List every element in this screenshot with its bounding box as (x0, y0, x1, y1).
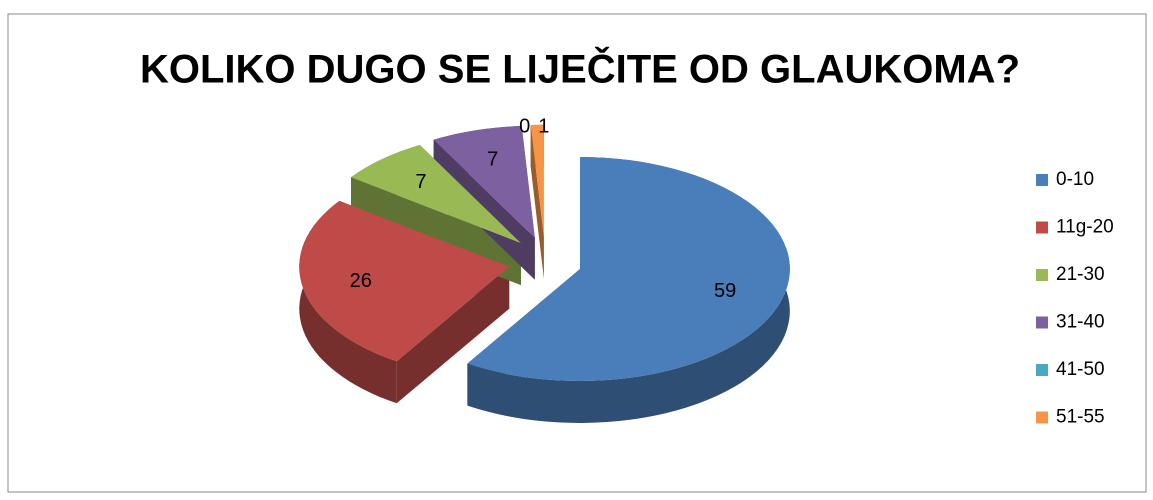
data-label: 0 (519, 115, 530, 137)
data-label: 7 (487, 149, 498, 171)
slice (351, 145, 521, 244)
legend-label: 51-55 (1056, 407, 1105, 428)
slice (530, 124, 544, 237)
slice (299, 200, 510, 362)
data-label: 1 (538, 115, 549, 137)
legend-label: 21-30 (1056, 264, 1105, 285)
legend-label: 0-10 (1056, 169, 1094, 190)
legend-label: 31-40 (1056, 312, 1105, 333)
data-label: 7 (415, 171, 426, 193)
legend-label: 41-50 (1056, 359, 1105, 380)
data-label: 59 (714, 280, 736, 302)
legend-label: 11g-20 (1056, 217, 1114, 238)
slice-side (396, 266, 510, 404)
slice (467, 157, 790, 381)
legend-swatch (1036, 221, 1048, 234)
legend-swatch (1036, 411, 1048, 424)
legend-swatch (1036, 269, 1048, 281)
legend-swatch (1036, 174, 1048, 186)
slice (433, 126, 535, 238)
chart-title: KOLIKO DUGO SE LIJEČITE OD GLAUKOMA? (140, 46, 1020, 92)
legend-swatch (1036, 316, 1048, 329)
legend-swatch (1036, 364, 1048, 376)
data-label: 26 (350, 270, 372, 292)
slice-side (467, 157, 790, 423)
